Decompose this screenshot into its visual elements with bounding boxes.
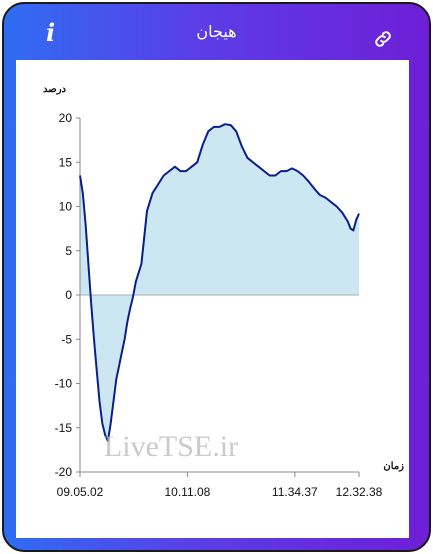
info-icon[interactable]: i xyxy=(46,18,56,47)
y-tick-label: -20 xyxy=(55,465,73,479)
chart-panel: درصد زمان 20 15 10 5 0 -5 -10 -15 -20 09.05.02 10… xyxy=(16,60,409,538)
x-tick-label: 09.05.02 xyxy=(57,485,104,499)
y-tick-label: -10 xyxy=(55,377,73,391)
x-axis-label: زمان xyxy=(383,461,404,472)
x-tick-label: 11.34.37 xyxy=(272,485,318,499)
y-tick-label: -5 xyxy=(61,332,72,346)
header-bar: i هیجان xyxy=(4,4,429,60)
x-tick-label: 12.32.38 xyxy=(336,485,383,499)
page-title: هیجان xyxy=(196,22,237,41)
y-tick-label: 5 xyxy=(65,244,72,258)
series-line xyxy=(79,123,360,442)
x-tick-label: 10.11.08 xyxy=(165,485,211,499)
y-tick-label: 20 xyxy=(59,111,73,125)
y-tick-label: -15 xyxy=(55,421,73,435)
y-tick-label: 10 xyxy=(59,200,73,214)
watermark: LiveTSE.ir xyxy=(104,430,238,463)
area-fill xyxy=(80,124,359,441)
y-tick-label: 0 xyxy=(65,288,72,302)
chart: درصد زمان 20 15 10 5 0 -5 -10 -15 -20 09.05.02 10… xyxy=(43,84,404,499)
y-tick-label: 15 xyxy=(59,155,73,169)
y-axis-label: درصد xyxy=(43,84,67,95)
link-icon[interactable] xyxy=(372,28,394,50)
